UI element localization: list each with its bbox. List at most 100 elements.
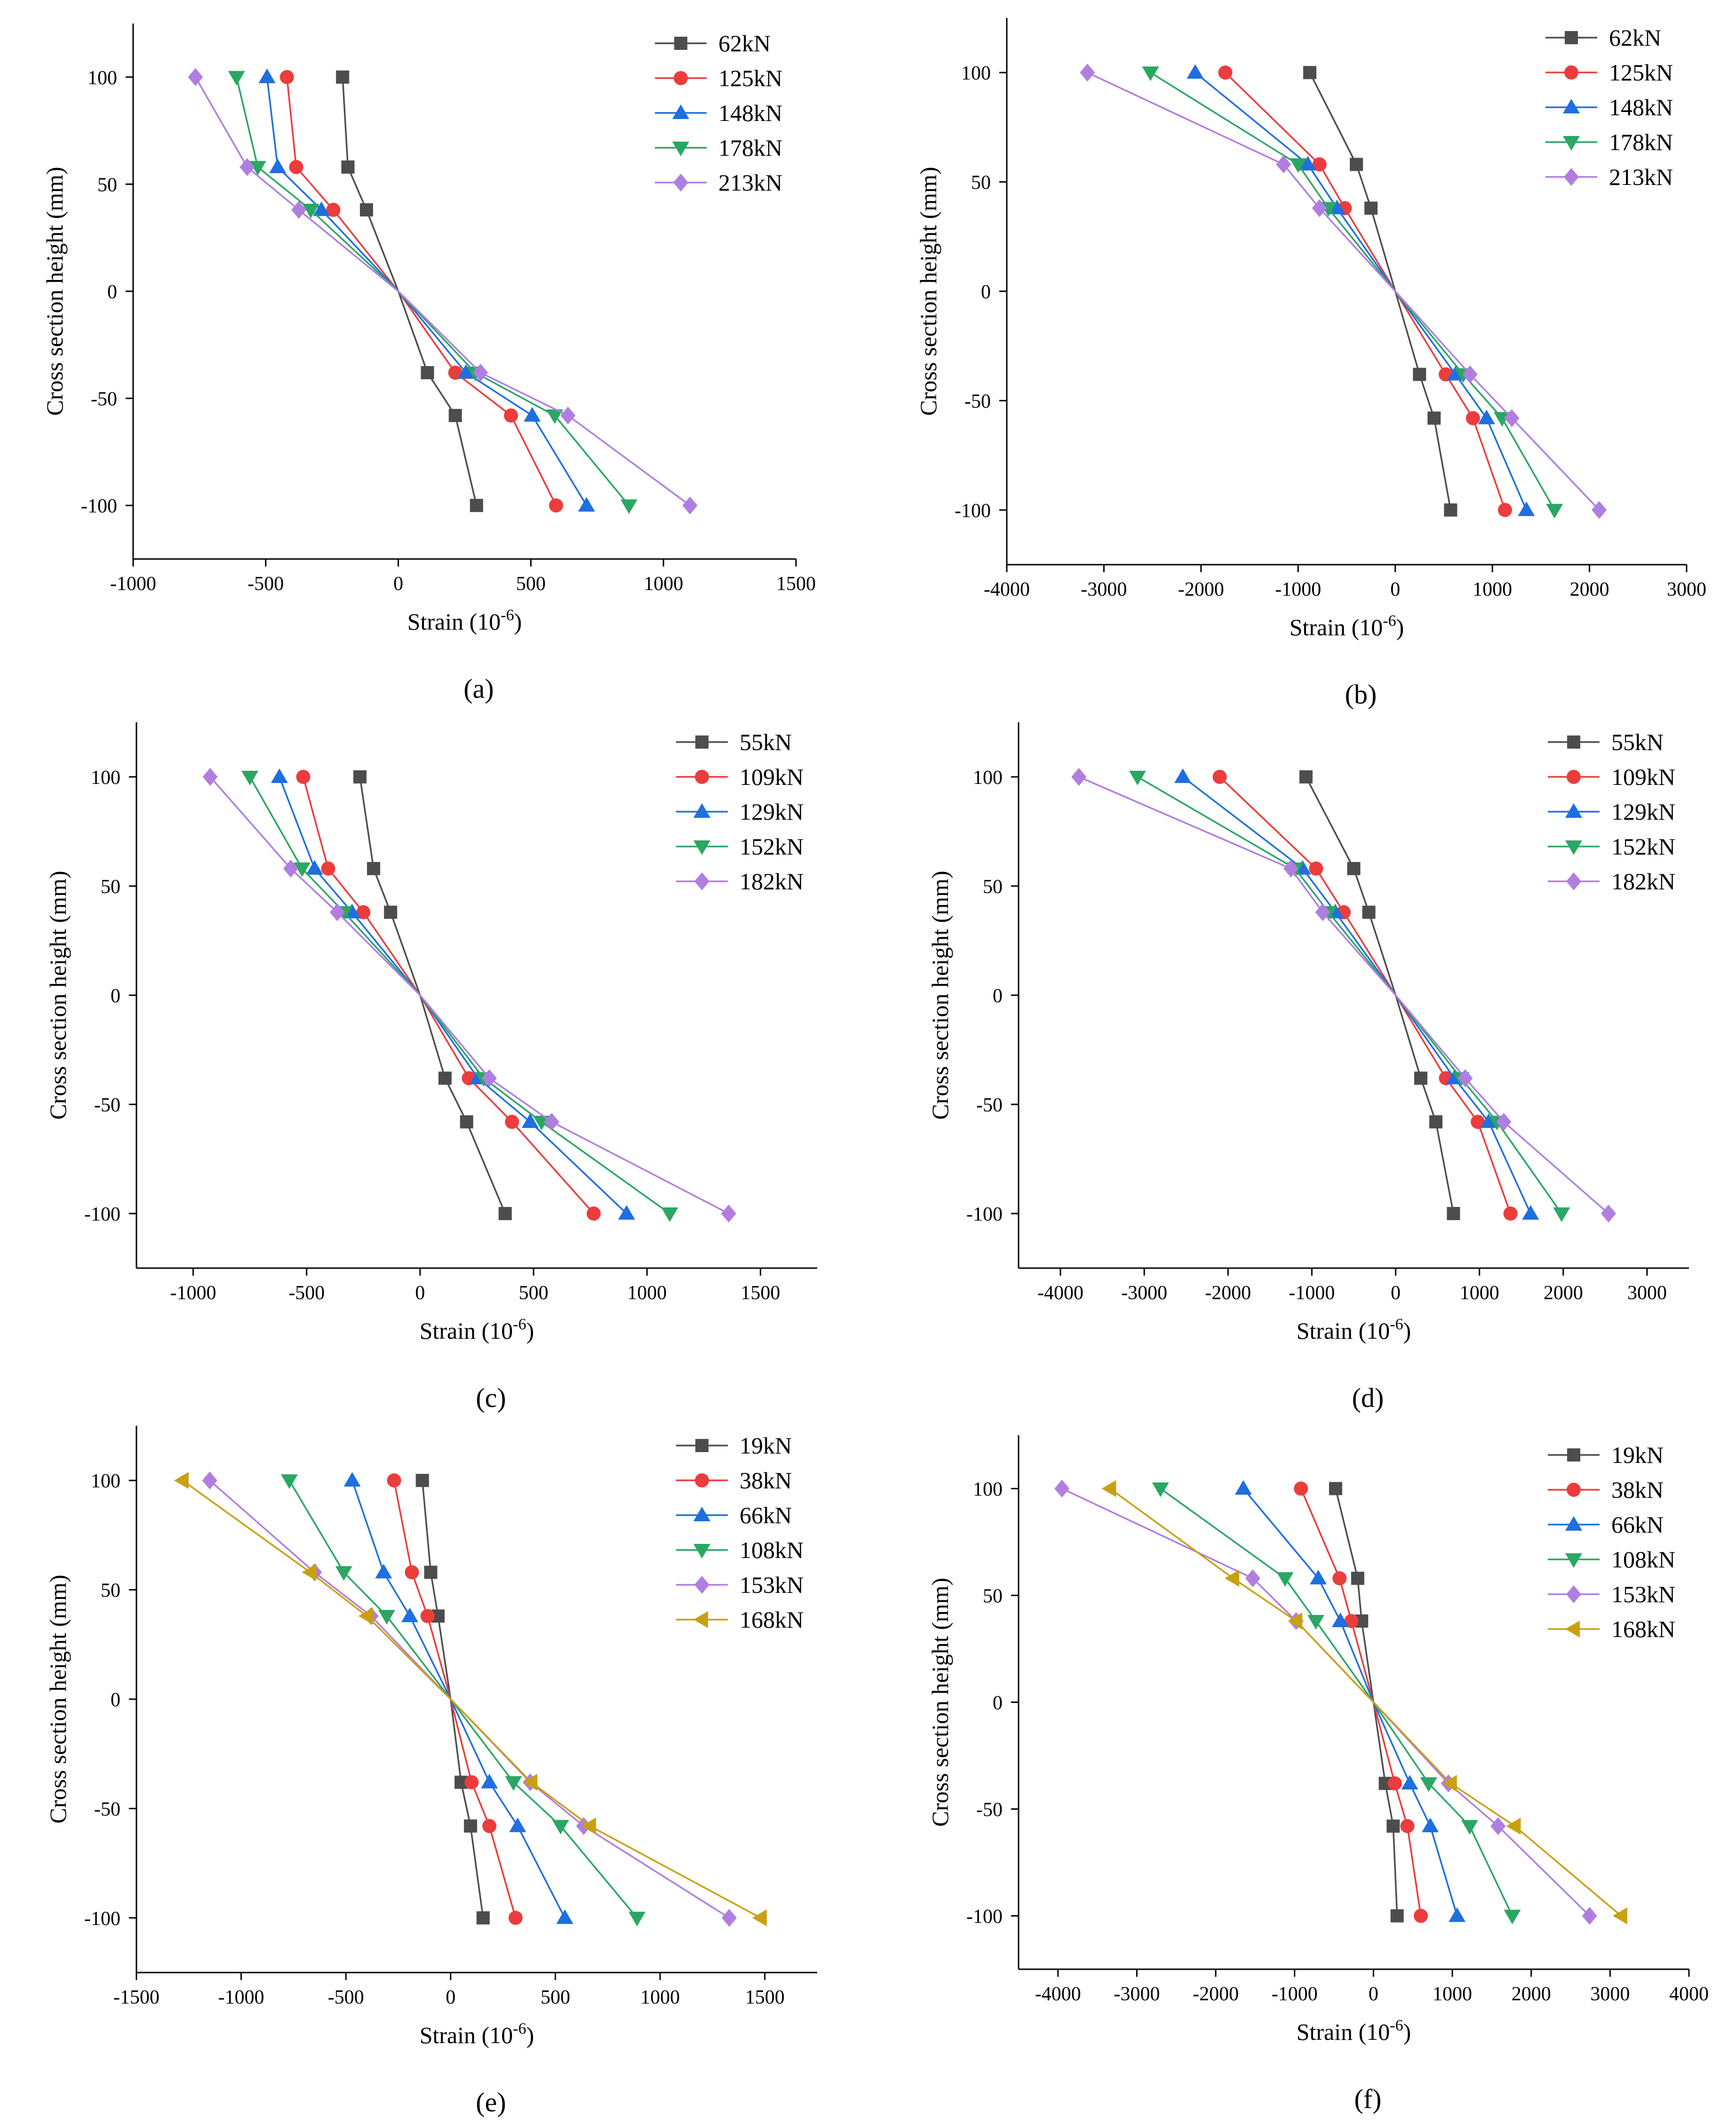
data-point [1496, 1113, 1512, 1131]
y-axis-title: Cross section height (mm) [45, 871, 71, 1119]
data-point [722, 1909, 737, 1927]
data-point [464, 1819, 478, 1833]
legend-marker [693, 803, 710, 818]
x-tick-label: 1500 [745, 1987, 785, 2008]
data-point [448, 409, 462, 423]
legend-marker [693, 840, 710, 855]
data-point [336, 70, 350, 84]
data-point [560, 407, 576, 425]
data-point [1054, 1479, 1070, 1498]
data-point [341, 160, 355, 174]
legend-marker [1567, 770, 1581, 784]
data-point [1303, 66, 1317, 80]
legend-label: 108kN [1611, 1546, 1675, 1573]
series-line [359, 776, 506, 1214]
x-tick-label: -1000 [170, 1282, 216, 1304]
y-tick-label: -50 [976, 1799, 1003, 1821]
legend-label: 213kN [718, 169, 782, 196]
y-tick-label: 50 [97, 174, 117, 196]
series-line [1242, 1488, 1458, 1917]
series-line [1309, 72, 1452, 511]
data-point [202, 1471, 217, 1490]
x-tick-label: 3000 [1590, 1983, 1630, 2005]
x-tick-label: 1000 [1433, 1983, 1472, 2005]
series-line [421, 1480, 484, 1918]
data-point [1414, 1909, 1428, 1923]
data-point [1225, 1570, 1239, 1587]
data-point [1447, 366, 1464, 381]
data-point [549, 498, 563, 513]
data-point [228, 71, 245, 86]
x-axis-title: Strain (10-6) [1297, 2017, 1411, 2045]
data-point [289, 160, 303, 174]
y-tick-label: 100 [961, 63, 991, 84]
x-tick-label: 2000 [1570, 579, 1609, 600]
data-point [460, 1115, 473, 1129]
legend-marker [1565, 840, 1582, 855]
data-point [1288, 1612, 1303, 1630]
data-point [1400, 1819, 1415, 1833]
x-axis-title: Strain (10-6) [407, 607, 522, 635]
legend-label: 66kN [740, 1502, 792, 1528]
data-point [283, 859, 298, 878]
data-point [1245, 1569, 1260, 1588]
data-point [1310, 1570, 1327, 1585]
x-tick-label: -3000 [1081, 579, 1127, 600]
legend-label: 178kN [1609, 129, 1673, 155]
data-point [618, 1205, 635, 1220]
data-point [1276, 155, 1291, 174]
series-line [249, 776, 670, 1214]
y-tick-label: -50 [91, 389, 117, 410]
data-point [1442, 1775, 1457, 1792]
data-point [1347, 862, 1361, 875]
y-axis-title: Cross section height (mm) [41, 167, 68, 415]
data-point [482, 1069, 497, 1087]
series-line [279, 776, 628, 1214]
legend-label: 19kN [1611, 1442, 1664, 1468]
x-axis-title: Strain (10-6) [420, 2020, 534, 2048]
legend-marker [674, 71, 688, 85]
panel-label: (c) [476, 1382, 506, 1413]
legend-label: 125kN [718, 65, 782, 91]
legend-label: 125kN [1609, 59, 1673, 86]
legend-marker [695, 1439, 709, 1452]
data-point [464, 1775, 479, 1789]
chart-panel: -1000 -500 0 500 1000 1500-100-50050100Strain… [45, 722, 817, 1413]
legend-marker [1565, 803, 1582, 818]
data-point [1294, 1481, 1308, 1496]
data-point [1480, 1113, 1497, 1128]
legend-label: 213kN [1609, 164, 1673, 190]
data-point [1329, 1482, 1342, 1495]
data-point [1174, 768, 1192, 783]
legend-label: 55kN [1611, 729, 1664, 755]
data-point [1601, 1205, 1616, 1222]
x-tick-label: -1000 [218, 1987, 264, 2008]
series-line [1061, 1487, 1590, 1917]
data-point [546, 409, 564, 424]
series-line [1300, 1488, 1422, 1916]
data-point [321, 861, 335, 876]
data-point [505, 1115, 519, 1129]
y-tick-label: 100 [88, 67, 117, 89]
data-point [552, 1820, 569, 1835]
data-point [1497, 503, 1512, 517]
x-tick-label: -500 [328, 1987, 364, 2008]
legend-marker [693, 1611, 708, 1628]
data-point [1546, 503, 1563, 519]
data-point [326, 203, 341, 217]
x-tick-label: 0 [415, 1282, 425, 1304]
data-point [302, 204, 319, 219]
x-tick-label: -2000 [1178, 579, 1224, 600]
data-point [424, 1566, 438, 1579]
y-axis-title: Cross section height (mm) [927, 1578, 953, 1827]
data-point [1101, 1480, 1116, 1497]
legend-label: 109kN [740, 764, 804, 790]
x-tick-label: -2000 [1193, 1983, 1239, 2005]
data-point [1187, 64, 1204, 79]
data-point [1309, 861, 1323, 876]
data-point [721, 1205, 736, 1222]
series-line [1078, 776, 1609, 1214]
data-point [1413, 367, 1426, 381]
x-tick-label: -4000 [984, 579, 1030, 600]
data-point [296, 770, 311, 784]
